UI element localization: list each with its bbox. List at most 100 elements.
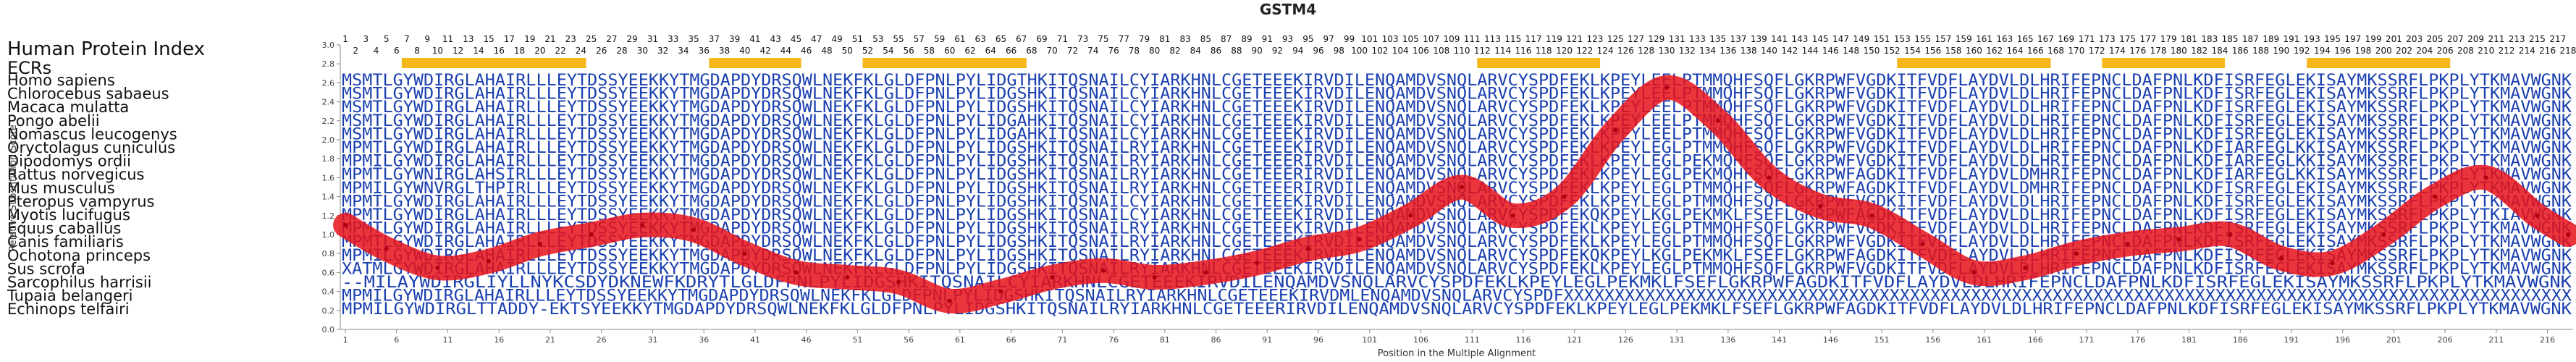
ecr-bar <box>401 58 586 68</box>
position-number: 191 <box>2284 34 2300 44</box>
position-number: 104 <box>1392 46 1409 56</box>
y-tick-label: 1.8 <box>322 154 335 164</box>
score-point <box>640 222 645 227</box>
y-tick-label: 2.4 <box>322 98 335 107</box>
position-number: 8 <box>414 46 420 56</box>
position-number: 65 <box>996 34 1006 44</box>
score-point <box>2381 232 2386 237</box>
position-number: 25 <box>586 34 597 44</box>
score-point <box>1408 213 1413 218</box>
position-number: 215 <box>2529 34 2546 44</box>
position-number: 130 <box>1659 46 1675 56</box>
position-number: 49 <box>831 34 842 44</box>
position-number: 9 <box>424 34 430 44</box>
position-number: 66 <box>1006 46 1016 56</box>
x-tick-label: 126 <box>1618 335 1633 345</box>
position-number: 106 <box>1413 46 1429 56</box>
position-number: 128 <box>1638 46 1654 56</box>
sequence-row: MPMILGYWDIRGLAHAIRLLLEYTDSSYEEKKYTMGDAPD… <box>342 153 2572 171</box>
position-number: 77 <box>1119 34 1129 44</box>
position-number: 89 <box>1241 34 1252 44</box>
position-number: 58 <box>924 46 935 56</box>
y-tick-label: 1.4 <box>322 193 335 202</box>
sequence-row: MPMILGYWDIRGLAHAIRLLLEYTDSSYEEKKYTMGDAPD… <box>342 287 2572 306</box>
position-number: 167 <box>2037 34 2054 44</box>
position-number: 27 <box>606 34 617 44</box>
position-number: 45 <box>791 34 801 44</box>
score-point <box>1305 246 1310 251</box>
x-tick-label: 181 <box>2181 335 2197 345</box>
sequence-row: --MILAYWDIRGLIYLLNYKCSDYDKNEWFKDRYTLGLDF… <box>342 274 2572 292</box>
position-number: 171 <box>2079 34 2095 44</box>
position-number: 179 <box>2160 34 2177 44</box>
position-number: 76 <box>1108 46 1119 56</box>
position-number: 180 <box>2171 46 2187 56</box>
x-tick-label: 76 <box>1108 335 1119 345</box>
position-number: 211 <box>2488 34 2504 44</box>
score-point <box>742 251 747 256</box>
position-number: 5 <box>384 34 390 44</box>
position-number: 177 <box>2139 34 2156 44</box>
score-point <box>537 242 542 247</box>
position-number: 113 <box>1484 34 1501 44</box>
x-tick-label: 66 <box>1006 335 1016 345</box>
x-tick-label: 16 <box>494 335 504 345</box>
x-tick-label: 121 <box>1567 335 1582 345</box>
position-number: 200 <box>2375 46 2392 56</box>
species-label: Pteropus vampyrus <box>7 193 155 210</box>
position-number: 158 <box>1945 46 1962 56</box>
position-number: 44 <box>780 46 791 56</box>
score-point <box>1664 85 1670 90</box>
species-label: Chlorocebus sabaeus <box>7 85 169 103</box>
position-number: 14 <box>473 46 484 56</box>
position-number: 26 <box>596 46 607 56</box>
position-number: 195 <box>2324 34 2341 44</box>
x-tick-label: 116 <box>1515 335 1531 345</box>
x-tick-label: 111 <box>1465 335 1480 345</box>
position-number: 173 <box>2099 34 2116 44</box>
score-point <box>2125 242 2130 247</box>
position-number: 139 <box>1751 34 1767 44</box>
y-tick-label: 1.0 <box>322 230 335 240</box>
position-number: 202 <box>2396 46 2412 56</box>
position-number: 183 <box>2201 34 2218 44</box>
position-number: 141 <box>1771 34 1788 44</box>
position-number: 197 <box>2344 34 2361 44</box>
score-point <box>2074 251 2079 256</box>
position-number: 111 <box>1464 34 1481 44</box>
position-number: 99 <box>1344 34 1355 44</box>
score-point <box>1460 185 1465 190</box>
position-number: 143 <box>1791 34 1808 44</box>
position-number: 166 <box>2027 46 2044 56</box>
x-tick-label: 96 <box>1313 335 1323 345</box>
position-number: 34 <box>678 46 689 56</box>
position-number: 60 <box>944 46 955 56</box>
position-number: 217 <box>2549 34 2566 44</box>
position-number: 207 <box>2447 34 2464 44</box>
position-number: 157 <box>1935 34 1952 44</box>
position-number: 212 <box>2499 46 2515 56</box>
position-number: 154 <box>1904 46 1921 56</box>
position-number: 86 <box>1211 46 1221 56</box>
score-point <box>2176 237 2181 242</box>
position-number: 107 <box>1423 34 1439 44</box>
position-number: 50 <box>842 46 853 56</box>
x-tick-label: 61 <box>955 335 965 345</box>
x-tick-label: 31 <box>647 335 657 345</box>
position-number: 205 <box>2427 34 2444 44</box>
position-number: 32 <box>657 46 668 56</box>
x-tick-label: 151 <box>1874 335 1890 345</box>
score-point <box>2228 232 2233 237</box>
position-number: 100 <box>1351 46 1368 56</box>
score-point <box>1203 270 1208 275</box>
position-number: 108 <box>1433 46 1449 56</box>
position-number: 17 <box>504 34 515 44</box>
x-tick-label: 26 <box>597 335 607 345</box>
position-number: 129 <box>1648 34 1664 44</box>
position-number: 146 <box>1822 46 1839 56</box>
score-point <box>1100 268 1106 273</box>
position-number: 18 <box>514 46 525 56</box>
x-ticks: 1 6 11 16 21 26 31 36 41 46 51 56 61 66 71 76 81 86 91 96 10… <box>343 329 2555 345</box>
position-number: 95 <box>1302 34 1313 44</box>
